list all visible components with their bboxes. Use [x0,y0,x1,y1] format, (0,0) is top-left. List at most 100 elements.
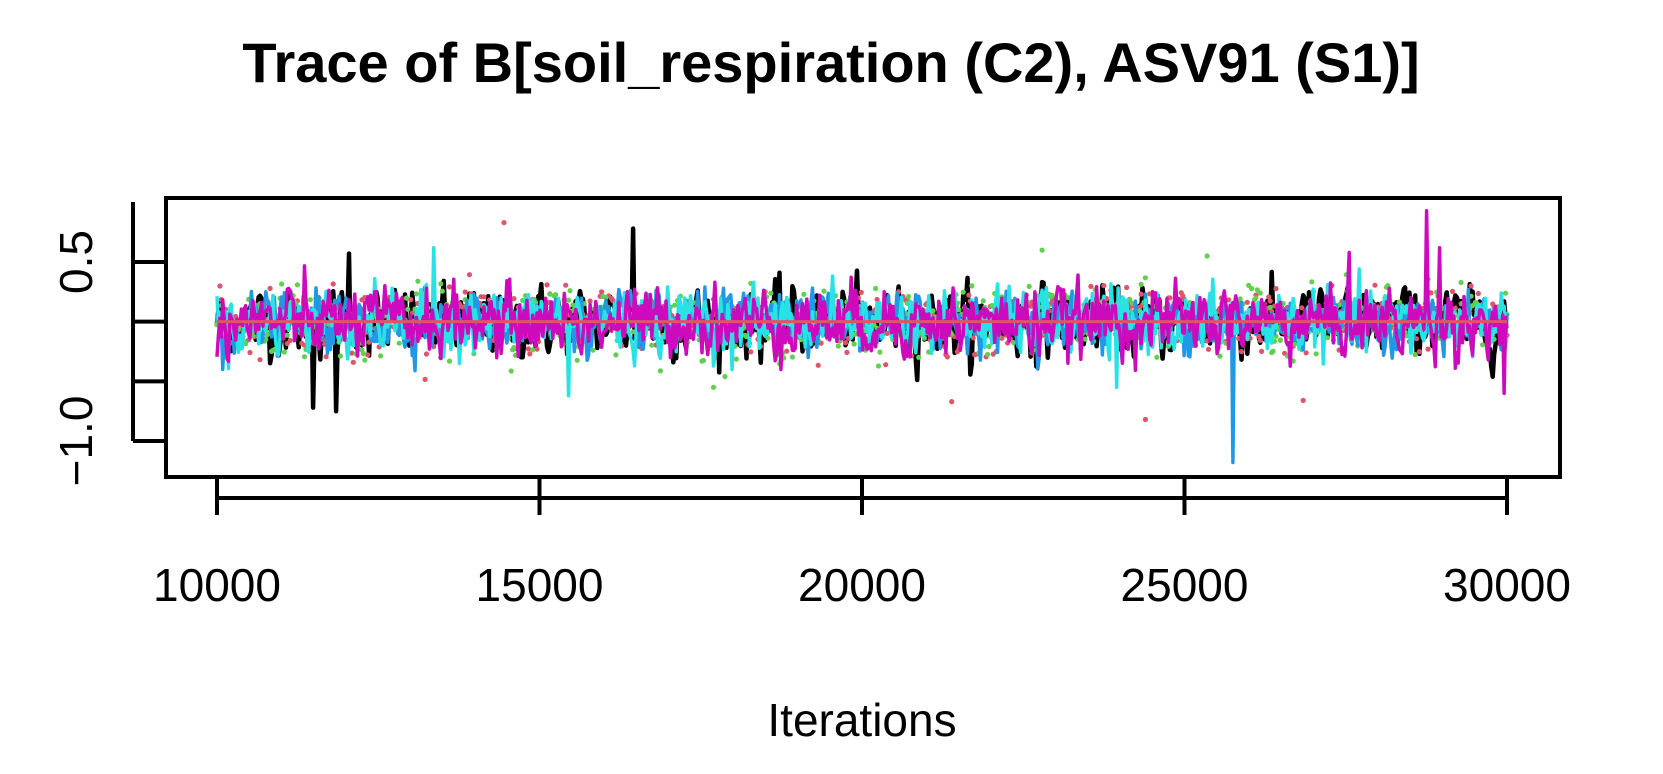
trace-point [884,330,890,336]
trace-point [1082,336,1088,342]
trace-point [459,304,465,310]
trace-point [1449,288,1456,294]
trace-point [439,288,445,294]
trace-point [1142,275,1148,281]
x-tick-label: 20000 [798,559,926,611]
trace-point [1299,305,1305,311]
trace-point [438,281,444,287]
trace-point [842,340,849,346]
y-tick-label: −1.0 [50,396,102,487]
x-axis-label: Iterations [767,694,956,746]
trace-point [362,357,368,363]
trace-point [1138,291,1144,297]
trace-point [858,289,864,295]
trace-point [415,278,421,284]
trace-point [349,350,355,356]
trace-point [1416,349,1423,355]
chart-title: Trace of B[soil_respiration (C2), ASV91 … [242,31,1419,94]
trace-point [294,282,300,288]
trace-point [281,349,287,355]
trace-point [553,292,559,298]
trace-point [408,297,414,303]
trace-point [1217,353,1223,359]
trace-point [217,283,223,289]
trace-point [875,363,882,369]
trace-point [599,289,605,295]
trace-point [257,357,263,363]
trace-point [844,349,850,355]
trace-point [1010,340,1017,346]
trace-point [1277,337,1283,343]
trace-point [1244,299,1250,305]
trace-point [508,368,514,374]
trace-point [1237,296,1243,302]
x-axis: 10000 15000 20000 25000 30000 [153,477,1571,611]
trace-point [1039,247,1045,253]
trace-point [835,343,841,349]
trace-point [603,294,609,300]
trace-point [1138,281,1144,287]
trace-point [284,332,290,338]
trace-point [1026,283,1032,289]
trace-point [587,298,593,304]
trace-point [378,353,384,359]
trace-point [1309,279,1315,285]
trace-point [301,354,308,360]
trace-point [1372,282,1378,288]
trace-point [768,290,774,296]
trace-point [1412,351,1418,358]
trace-point [949,399,955,405]
trace-point [1257,337,1263,343]
trace-point [874,296,880,303]
trace-point [1303,350,1309,356]
trace-point [1266,294,1272,300]
trace-point [350,359,356,365]
trace-point [801,291,807,297]
trace-point [1049,292,1055,298]
trace-point [544,282,550,288]
trace-point [960,289,966,295]
trace-point [360,351,366,357]
trace-point [1480,342,1486,348]
trace-point [906,293,912,300]
trace-point [574,357,580,363]
trace-point [1396,299,1402,305]
trace-point [462,289,468,295]
trace-point [396,340,402,346]
trace-point [657,368,664,374]
trace-point [525,346,532,352]
trace-point [566,297,572,303]
trace-point [307,297,313,303]
trace-point [1267,298,1273,304]
trace-point [1101,283,1107,289]
trace-point [1238,349,1245,355]
trace-point [1205,346,1212,352]
trace-series-group [214,208,1510,465]
x-tick-label: 30000 [1443,559,1571,611]
trace-point [1267,304,1273,310]
trace-point [672,302,678,308]
trace-point [1468,283,1474,289]
trace-point [570,302,576,308]
trace-point [423,351,430,357]
trace-point [534,346,540,352]
trace-point [789,354,796,360]
trace-point [815,362,821,368]
trace-point [279,281,285,287]
trace-point [330,281,336,287]
trace-point [413,291,420,297]
trace-point [980,298,986,304]
x-tick-label: 10000 [153,559,281,611]
trace-point [851,341,857,347]
trace-point [1458,279,1464,286]
trace-point [1292,341,1298,347]
y-tick-label: 0.5 [50,230,102,294]
trace-point [784,348,790,354]
trace-point [1313,351,1319,357]
trace-point [1249,286,1255,292]
trace-point [501,220,507,226]
trace-point [1257,290,1263,296]
trace-point [267,285,273,291]
trace-point [511,296,517,302]
